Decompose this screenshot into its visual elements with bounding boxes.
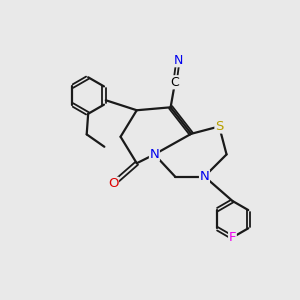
Text: N: N: [173, 54, 183, 67]
Text: F: F: [229, 231, 236, 244]
Text: N: N: [200, 170, 209, 183]
Text: C: C: [171, 76, 179, 89]
Text: S: S: [215, 120, 224, 133]
Text: O: O: [108, 177, 119, 190]
Text: N: N: [149, 148, 159, 161]
